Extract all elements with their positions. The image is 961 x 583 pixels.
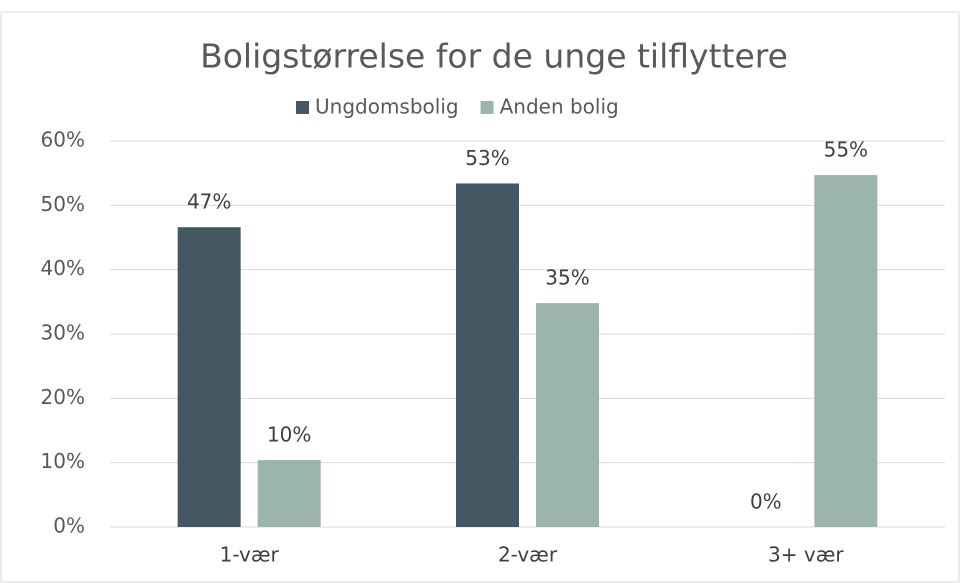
value-label: 10% xyxy=(267,423,311,447)
bar xyxy=(536,303,599,527)
y-tick-label: 40% xyxy=(41,256,85,280)
value-label: 35% xyxy=(545,266,589,290)
value-label: 55% xyxy=(824,138,868,162)
legend-label: Ungdomsbolig xyxy=(315,95,459,119)
y-tick-label: 30% xyxy=(41,321,85,345)
legend-swatch xyxy=(480,101,494,114)
bar xyxy=(177,227,241,527)
y-tick-label: 20% xyxy=(41,385,85,409)
y-tick-label: 0% xyxy=(53,514,85,538)
bar xyxy=(456,183,519,527)
value-label: 47% xyxy=(187,190,231,214)
y-tick-label: 10% xyxy=(41,449,85,473)
y-tick-label: 50% xyxy=(41,192,85,216)
value-label: 0% xyxy=(750,490,782,514)
value-label: 53% xyxy=(465,146,509,170)
x-tick-label: 1-vær xyxy=(220,543,280,567)
legend-swatch xyxy=(296,101,309,114)
y-tick-label: 60% xyxy=(41,128,85,152)
bar xyxy=(814,175,878,527)
x-tick-label: 3+ vær xyxy=(768,543,844,567)
chart-title: Boligstørrelse for de unge tilflyttere xyxy=(200,37,788,76)
x-tick-label: 2-vær xyxy=(498,543,558,567)
legend-label: Anden bolig xyxy=(500,95,619,119)
bar xyxy=(257,460,321,527)
